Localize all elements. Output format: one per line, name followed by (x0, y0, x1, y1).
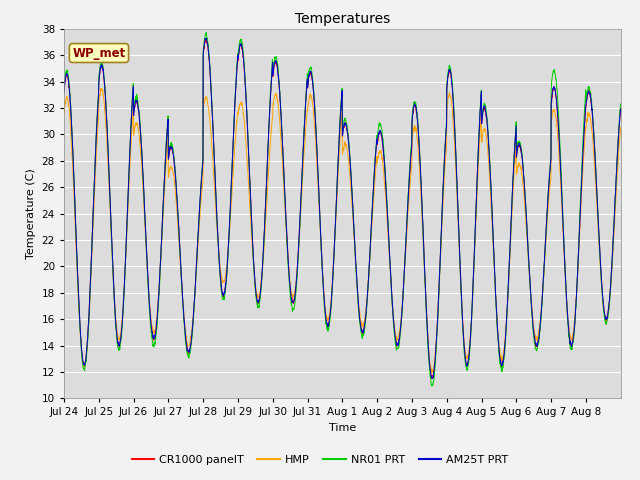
AM25T PRT (236, 43, 244, 49)
NR01 PRT (116, 345, 124, 350)
HMP (609, 246, 617, 252)
AM25T PRT (429, 375, 436, 381)
CR1000 panelT (376, 130, 384, 135)
NR01 PRT (617, 101, 625, 107)
HMP (510, 168, 518, 173)
NR01 PRT (428, 383, 435, 389)
HMP (236, 102, 244, 108)
HMP (542, 243, 550, 249)
HMP (60, 111, 68, 117)
HMP (116, 334, 124, 340)
HMP (617, 125, 625, 131)
CR1000 panelT (510, 155, 518, 160)
Title: Temperatures: Temperatures (295, 12, 390, 26)
AM25T PRT (609, 237, 617, 243)
AM25T PRT (510, 153, 518, 158)
CR1000 panelT (609, 239, 617, 245)
NR01 PRT (60, 84, 68, 90)
NR01 PRT (542, 236, 550, 241)
Line: AM25T PRT: AM25T PRT (64, 38, 621, 378)
NR01 PRT (202, 30, 210, 36)
AM25T PRT (116, 341, 124, 347)
CR1000 panelT (542, 236, 550, 242)
CR1000 panelT (60, 88, 68, 94)
CR1000 panelT (202, 36, 210, 42)
Legend: CR1000 panelT, HMP, NR01 PRT, AM25T PRT: CR1000 panelT, HMP, NR01 PRT, AM25T PRT (127, 451, 513, 469)
NR01 PRT (236, 40, 244, 46)
NR01 PRT (609, 242, 617, 248)
NR01 PRT (510, 151, 518, 156)
AM25T PRT (376, 128, 384, 134)
HMP (376, 148, 384, 154)
AM25T PRT (202, 35, 210, 41)
CR1000 panelT (116, 343, 124, 349)
CR1000 panelT (428, 376, 436, 382)
HMP (97, 86, 104, 92)
Line: HMP: HMP (64, 89, 621, 372)
Line: CR1000 panelT: CR1000 panelT (64, 39, 621, 379)
X-axis label: Time: Time (329, 423, 356, 433)
AM25T PRT (617, 106, 625, 112)
CR1000 panelT (617, 106, 625, 112)
AM25T PRT (542, 235, 550, 241)
Y-axis label: Temperature (C): Temperature (C) (26, 168, 36, 259)
AM25T PRT (60, 90, 68, 96)
NR01 PRT (376, 120, 384, 126)
HMP (428, 370, 435, 375)
CR1000 panelT (236, 42, 244, 48)
Text: WP_met: WP_met (72, 47, 125, 60)
Line: NR01 PRT: NR01 PRT (64, 33, 621, 386)
